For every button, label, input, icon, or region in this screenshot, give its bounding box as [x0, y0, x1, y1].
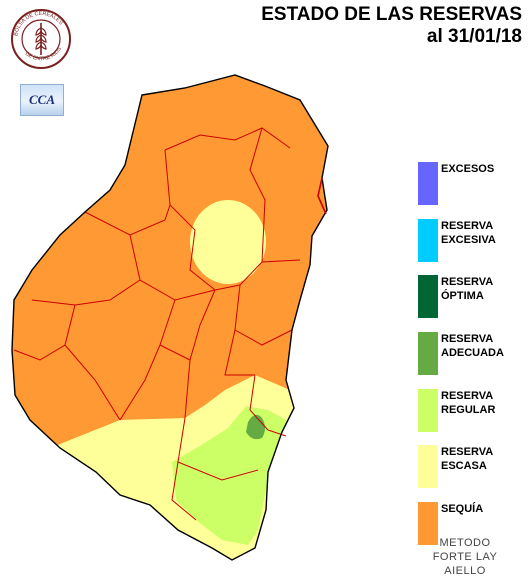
legend-item-reserva-regular: RESERVA REGULAR [418, 388, 530, 446]
legend-swatch [418, 218, 438, 262]
title-date: al 31/01/18 [426, 26, 522, 47]
entre-rios-map [11, 74, 329, 561]
legend-label: RESERVA ÓPTIMA [441, 276, 494, 303]
legend-label: SEQUÍA [441, 503, 484, 516]
legend-item-reserva-optima: RESERVA ÓPTIMA [418, 275, 530, 332]
title-line-1: ESTADO DE LAS RESERVAS [261, 4, 522, 25]
cca-logo: CCA [20, 84, 64, 116]
legend-label: RESERVA EXCESIVA [441, 219, 496, 246]
river-border-east [317, 177, 327, 215]
legend-label: RESERVA REGULAR [441, 389, 496, 416]
legend-swatch [418, 162, 438, 205]
department-borders [13, 127, 301, 521]
method-note: METODO FORTE LAY AIELLO [432, 537, 498, 577]
legend-label: EXCESOS [441, 163, 495, 175]
scarce-reserve-zone-north [190, 200, 266, 284]
regular-reserve-zone [172, 406, 292, 545]
legend-item-reserva-excesiva: RESERVA EXCESIVA [418, 218, 530, 276]
legend-swatch [418, 502, 438, 546]
legend-item-excesos: EXCESOS [418, 162, 530, 219]
wheat-seal-icon: BOLSA DE CEREALES DE ENTRE RIOS [11, 9, 71, 69]
legend-item-reserva-escasa: RESERVA ESCASA [418, 445, 530, 502]
map-title: ESTADO DE LAS RESERVAS al 31/01/18 [261, 4, 522, 48]
legend-swatch [418, 332, 438, 376]
legend: EXCESOS RESERVA EXCESIVA RESERVA ÓPTIMA … [418, 162, 530, 559]
legend-label: RESERVA ADECUADA [441, 333, 504, 360]
legend-item-sequia: SEQUÍA [418, 502, 530, 559]
legend-swatch [418, 388, 438, 432]
legend-label: RESERVA ESCASA [441, 446, 494, 473]
legend-swatch [418, 445, 438, 489]
legend-item-reserva-adecuada: RESERVA ADECUADA [418, 332, 530, 389]
legend-swatch [418, 275, 438, 319]
